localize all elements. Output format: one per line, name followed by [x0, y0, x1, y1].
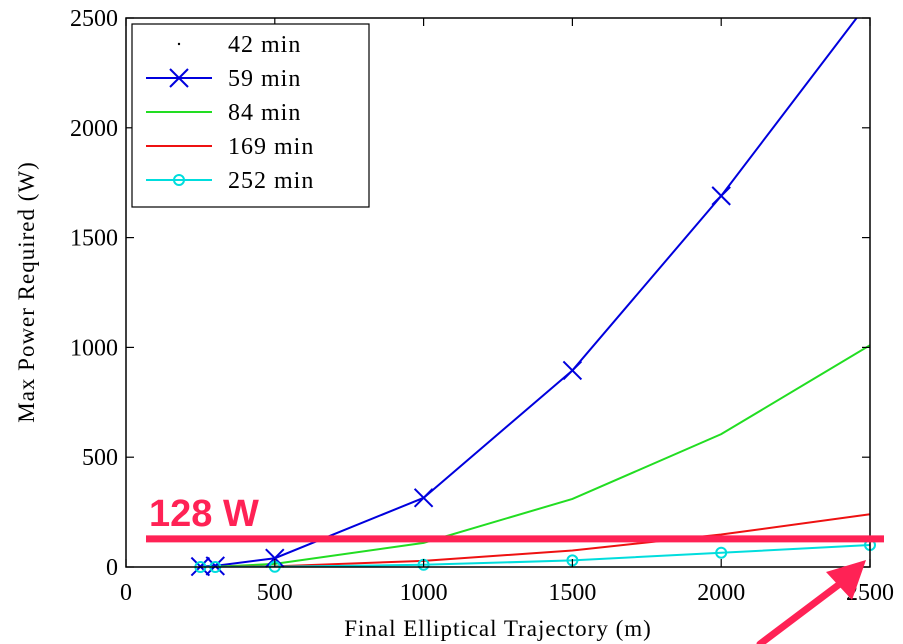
legend-item: 59 min: [146, 66, 301, 92]
series-1-point: [562, 360, 583, 381]
x-tick-label: 0: [120, 580, 132, 606]
series-1-point: [205, 556, 225, 576]
y-tick-label: 500: [82, 445, 118, 471]
legend-item: 252 min: [146, 168, 314, 194]
series-line-2: [200, 344, 870, 567]
x-tick-label: 1500: [548, 580, 596, 606]
legend-label: 252 min: [228, 168, 314, 194]
reference-label: 128 W: [149, 493, 259, 535]
y-tick-label: 2500: [70, 6, 118, 32]
legend-item: 42 min: [177, 32, 301, 58]
legend-item: 84 min: [146, 100, 301, 126]
series-1-point: [413, 488, 434, 508]
series-1-point: [711, 186, 731, 206]
legend-marker: [177, 42, 181, 46]
legend: 42 min 59 min 84 min 169 min 252 min: [131, 23, 370, 208]
legend-label: 59 min: [228, 66, 301, 92]
legend-label: 169 min: [228, 134, 314, 160]
legend-marker: [169, 68, 189, 88]
series-4-point: [715, 546, 728, 559]
plot-frame: [125, 17, 871, 568]
x-axis-title: Final Elliptical Trajectory (m): [344, 616, 652, 641]
red-arrow-icon: [756, 560, 866, 644]
y-tick-label: 2000: [70, 116, 118, 142]
x-tick-label: 500: [257, 580, 293, 606]
y-tick-label: 0: [106, 555, 118, 581]
legend-item: 169 min: [146, 134, 314, 160]
legend-label: 84 min: [228, 100, 301, 126]
annotation-layer: 128 W: [146, 493, 884, 543]
x-tick-label: 2000: [697, 580, 745, 606]
y-tick-label: 1500: [70, 226, 118, 252]
y-axis-title: Max Power Required (W): [14, 161, 39, 423]
legend-box: [131, 23, 370, 208]
legend-marker: [173, 174, 185, 186]
x-tick-label: 1000: [400, 580, 448, 606]
y-tick-label: 1000: [70, 335, 118, 361]
marker-layer: [190, 186, 876, 577]
legend-label: 42 min: [228, 32, 301, 58]
series-1-point: [265, 548, 285, 568]
